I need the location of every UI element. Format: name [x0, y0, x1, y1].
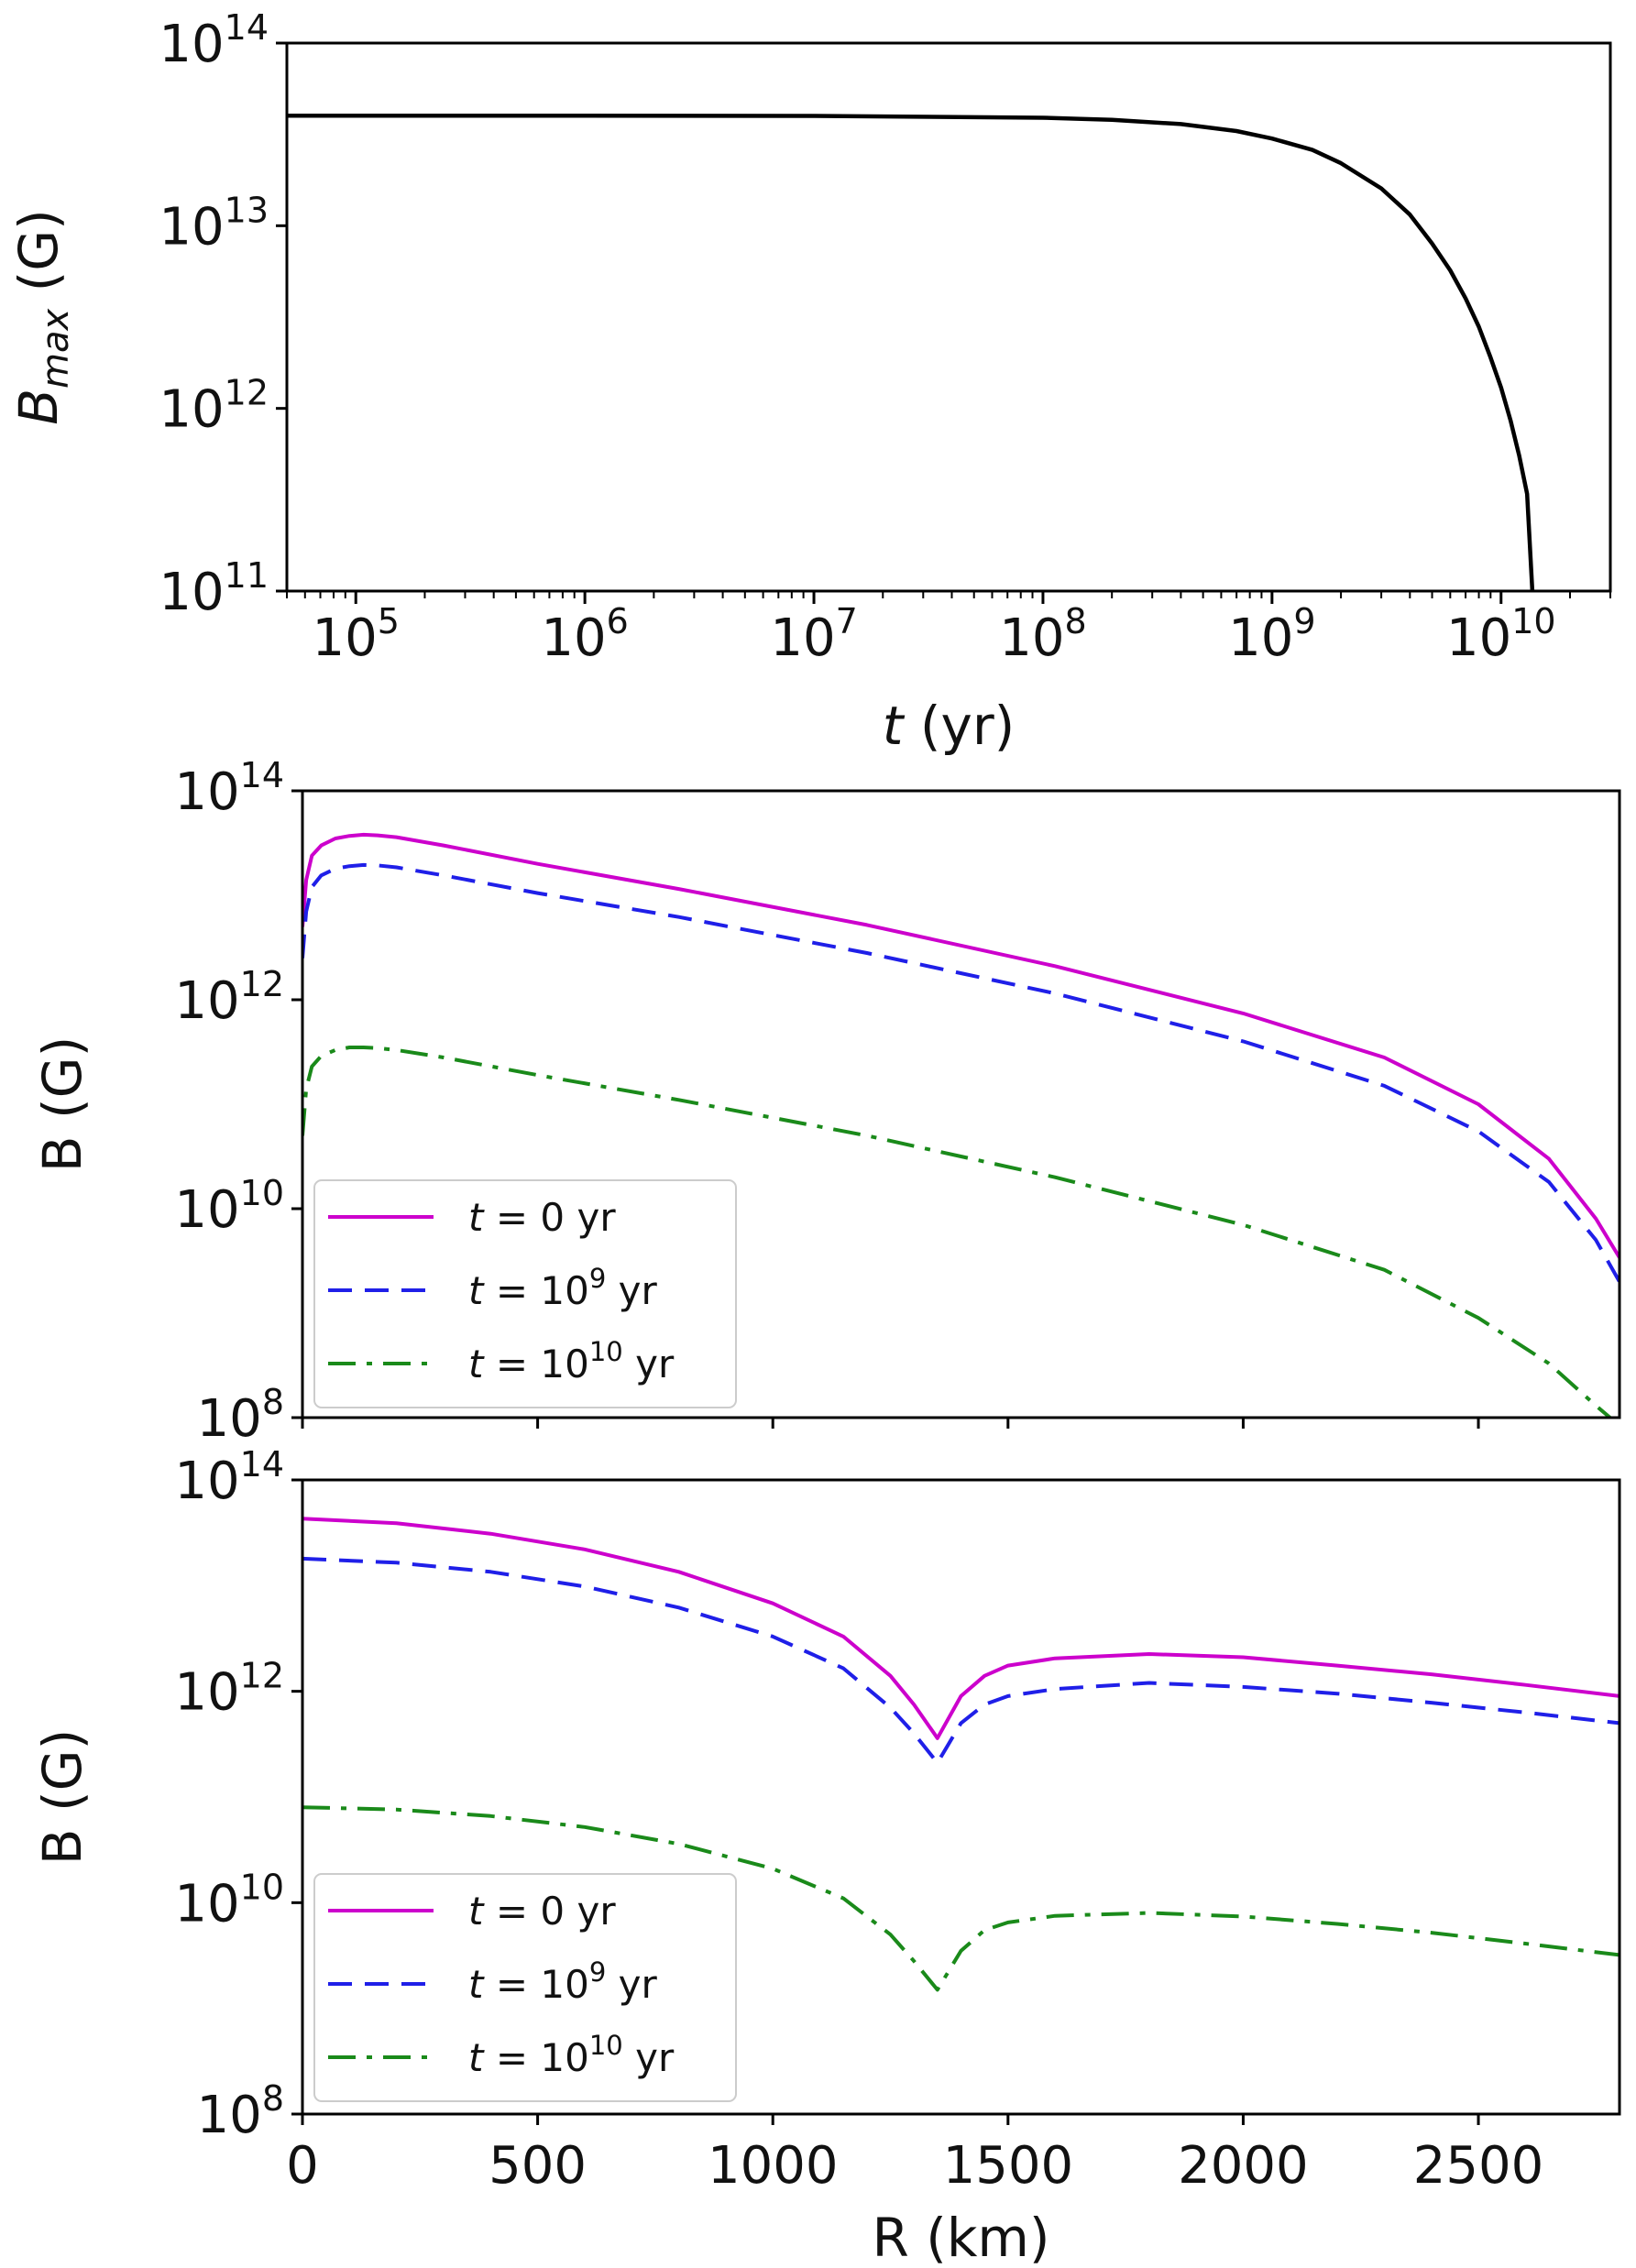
top-xtick-label-5-exponent: 10 [1511, 601, 1555, 641]
top-ytick-label-3: 1014 [159, 7, 269, 74]
bottom-legend-label-1: t = 109 yr [468, 1956, 657, 2007]
middle-series-line-1 [302, 862, 1620, 1283]
bottom-xtick-label-3: 1500 [943, 2136, 1074, 2196]
top-xtick-label-2-exponent: 7 [836, 601, 858, 641]
top-xtick-label-4-base: 10 [1228, 608, 1293, 668]
middle-plot-frame [301, 789, 1621, 1419]
top-ytick-label-0: 1011 [159, 555, 269, 622]
bottom-ytick-label-1-exponent: 10 [240, 1867, 284, 1907]
top-xtick-label-1: 106 [541, 601, 628, 668]
middle-ytick-label-0-exponent: 8 [262, 1382, 284, 1422]
top-xtick-label-3-base: 10 [999, 608, 1064, 668]
top-xtick-label-3: 108 [999, 601, 1086, 668]
bottom-legend-label-0: t = 0 yr [468, 1889, 616, 1934]
middle-ytick-label-3-exponent: 14 [240, 755, 284, 795]
top-ytick-label-1-base: 10 [159, 380, 224, 440]
bottom-ytick-label-0-base: 10 [197, 2086, 262, 2145]
top-ytick-label-0-base: 10 [159, 563, 224, 622]
bottom-xtick-label-2: 1000 [708, 2136, 839, 2196]
bottom-series-line-2 [302, 1805, 1620, 1992]
bottom-legend-label-2: t = 1010 yr [468, 2030, 675, 2080]
bottom-xaxis-label: R (km) [872, 2207, 1049, 2268]
middle-ytick-label-3: 1014 [174, 755, 284, 822]
bottom-ytick-label-1-base: 10 [174, 1874, 239, 1934]
top-ytick-label-2: 1013 [159, 190, 269, 257]
top-xtick-label-2-base: 10 [770, 608, 835, 668]
middle-legend-label-0: t = 0 yr [468, 1195, 616, 1240]
middle-series-line-0 [302, 832, 1620, 1259]
top-ytick-label-2-exponent: 13 [225, 190, 269, 230]
middle-ytick-label-2-exponent: 12 [240, 964, 284, 1004]
bottom-ytick-label-0-exponent: 8 [262, 2078, 284, 2119]
middle-ytick-label-2: 1012 [174, 964, 284, 1031]
middle-legend-box [313, 1179, 737, 1408]
bottom-legend: t = 0 yr t = 109 yr t = 1010 yr [313, 1873, 737, 2102]
top-xaxis-label: t (yr) [883, 695, 1016, 757]
top-plot-frame [285, 41, 1612, 593]
top-ytick-label-3-base: 10 [159, 15, 224, 74]
middle-ytick-label-1: 1010 [174, 1173, 284, 1240]
bottom-xtick-label-1: 500 [489, 2136, 587, 2196]
bottom-ytick-label-2: 1012 [174, 1656, 284, 1723]
middle-ytick-label-1-exponent: 10 [240, 1173, 284, 1213]
middle-legend-label-2: t = 1010 yr [468, 1336, 675, 1386]
bottom-series-line-0 [302, 1517, 1620, 1740]
middle-yaxis-label: B (G) [31, 1036, 93, 1172]
bottom-plot-frame [301, 1478, 1621, 2116]
top-xtick-label-0: 105 [313, 601, 400, 668]
top-ytick-label-0-exponent: 11 [225, 555, 269, 596]
top-ytick-label-2-base: 10 [159, 197, 224, 257]
middle-ytick-label-1-base: 10 [174, 1180, 239, 1240]
bottom-legend-box [313, 1873, 737, 2102]
top-xtick-label-5-base: 10 [1446, 608, 1511, 668]
bottom-xtick-label-0: 0 [286, 2136, 319, 2196]
top-xtick-label-0-exponent: 5 [378, 601, 400, 641]
bottom-ytick-label-3-exponent: 14 [240, 1444, 284, 1485]
middle-legend: t = 0 yr t = 109 yr t = 1010 yr [313, 1179, 737, 1408]
bottom-yaxis-label: B (G) [31, 1729, 93, 1865]
top-xtick-label-1-exponent: 6 [607, 601, 629, 641]
top-series-line-0 [287, 114, 1535, 591]
middle-ytick-label-3-base: 10 [174, 762, 239, 822]
bottom-ytick-label-0: 108 [197, 2078, 284, 2145]
top-ytick-label-3-exponent: 14 [225, 7, 269, 48]
top-xtick-label-1-base: 10 [541, 608, 606, 668]
top-ytick-label-1-exponent: 12 [225, 373, 269, 413]
bottom-ytick-label-2-base: 10 [174, 1663, 239, 1723]
top-yaxis-label: Bmax (G) [7, 209, 77, 425]
top-ytick-label-1: 1012 [159, 373, 269, 440]
bottom-ytick-label-3-base: 10 [174, 1452, 239, 1511]
top-xtick-label-4-exponent: 9 [1293, 601, 1315, 641]
top-xtick-label-0-base: 10 [313, 608, 378, 668]
middle-ytick-label-0-base: 10 [197, 1389, 262, 1449]
middle-ytick-label-0: 108 [197, 1382, 284, 1449]
bottom-series-line-1 [302, 1556, 1620, 1765]
bottom-ytick-label-2-exponent: 12 [240, 1656, 284, 1696]
bottom-xtick-label-4: 2000 [1178, 2136, 1309, 2196]
top-xtick-label-3-exponent: 8 [1064, 601, 1086, 641]
bottom-xtick-label-5: 2500 [1413, 2136, 1544, 2196]
middle-legend-label-1: t = 109 yr [468, 1263, 657, 1313]
top-xtick-label-4: 109 [1228, 601, 1315, 668]
middle-ytick-label-2-base: 10 [174, 971, 239, 1031]
bottom-ytick-label-3: 1014 [174, 1444, 284, 1511]
top-xtick-label-2: 107 [770, 601, 857, 668]
bottom-ytick-label-1: 1010 [174, 1867, 284, 1934]
top-xtick-label-5: 1010 [1446, 601, 1556, 668]
